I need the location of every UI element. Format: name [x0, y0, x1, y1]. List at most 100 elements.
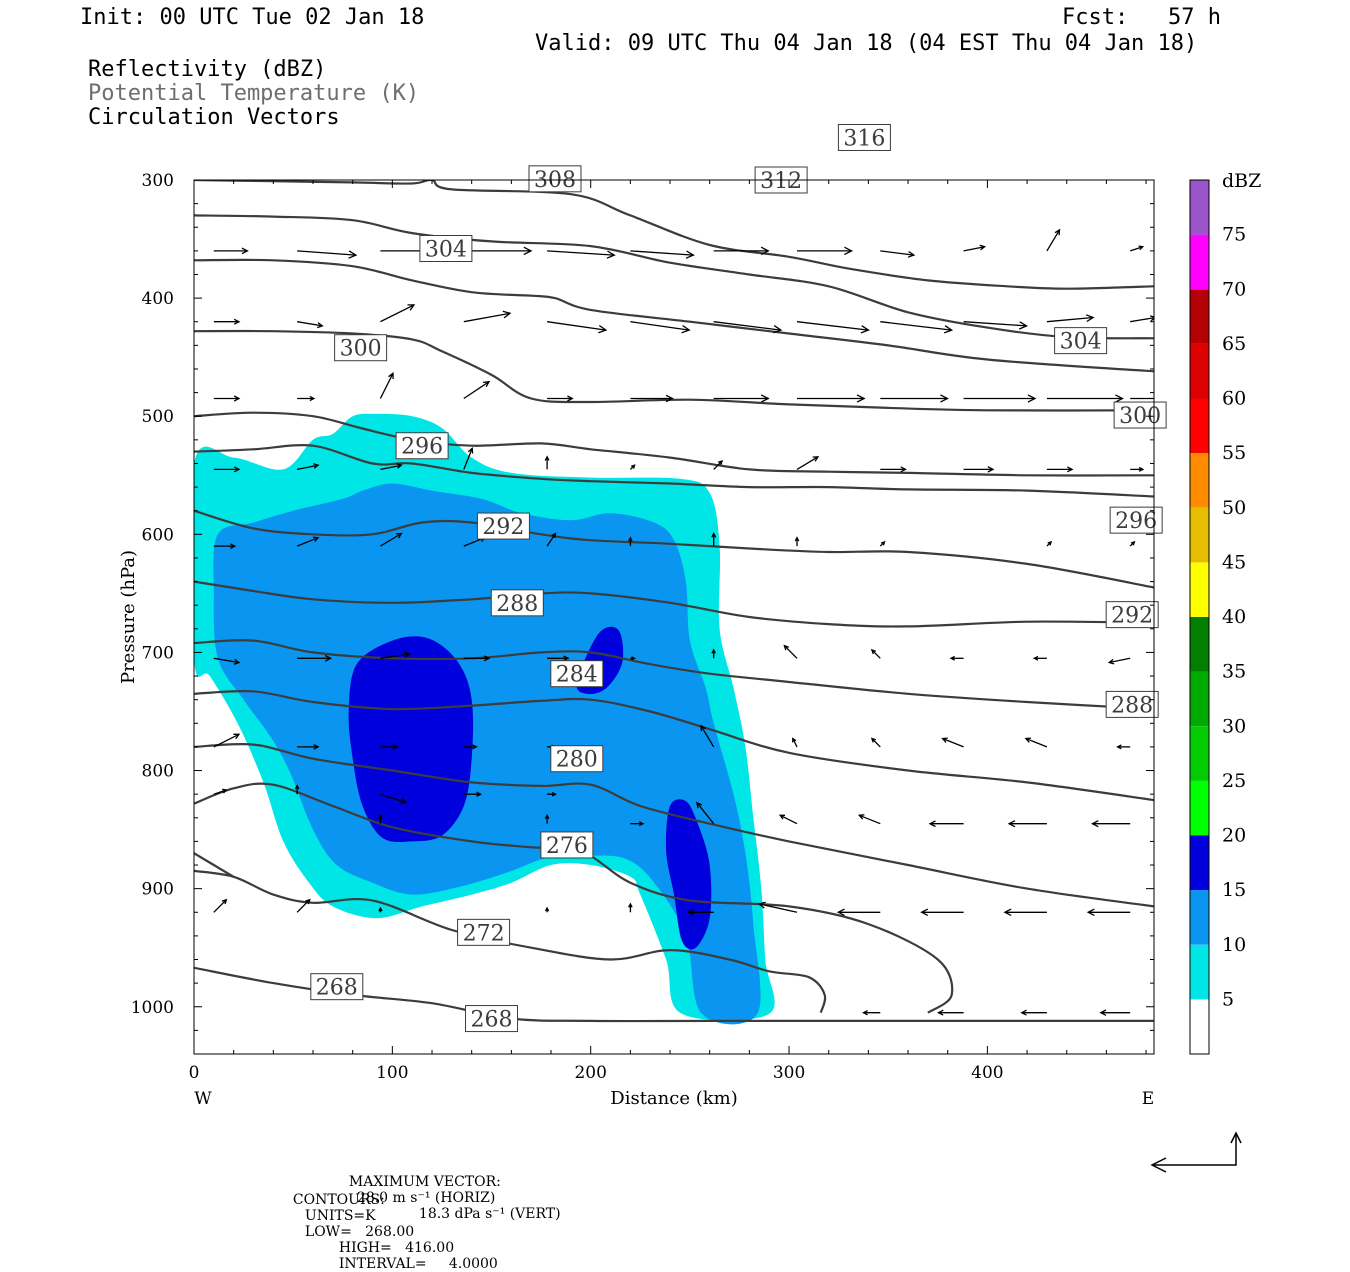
theta-contour-280: [194, 742, 1154, 908]
circulation-vector: [1129, 245, 1145, 252]
circulation-vector: [1107, 657, 1131, 665]
circulation-vector: [1130, 466, 1145, 472]
theta-contour-312: [194, 214, 1154, 340]
svg-text:296: 296: [1115, 509, 1157, 534]
circulation-vector: [870, 648, 881, 659]
svg-text:268: 268: [471, 1008, 513, 1033]
circulation-vector: [1099, 1009, 1131, 1016]
circulation-vector: [380, 651, 412, 659]
y-tick-label: 900: [142, 880, 174, 900]
colorbar-label-35: 35: [1222, 661, 1246, 683]
circulation-vector: [778, 814, 798, 825]
colorbar-swatch-55: [1190, 398, 1209, 454]
colorbar-swatch-30: [1190, 671, 1209, 727]
theta-contour-272: [194, 869, 827, 1014]
circulation-vector: [547, 395, 574, 402]
circulation-vector: [711, 532, 717, 547]
y-tick-label: 800: [142, 762, 174, 782]
reflectivity-layer: [194, 413, 775, 1025]
circulation-vector: [949, 655, 964, 661]
colorbar-label-70: 70: [1222, 278, 1246, 300]
x-east-label: E: [1142, 1089, 1154, 1109]
circulation-vector: [796, 456, 820, 470]
theta-contour-layer: [194, 180, 1154, 1023]
circulation-vector: [1130, 397, 1154, 400]
circulation-vector: [463, 310, 512, 323]
circulation-vector: [879, 540, 886, 547]
theta-contour-272: [194, 852, 235, 878]
svg-text:292: 292: [482, 515, 524, 540]
init-time: Init: 00 UTC Tue 02 Jan 18: [80, 5, 425, 30]
circulation-vector: [862, 1010, 881, 1016]
circulation-vector: [836, 908, 881, 916]
colorbar-label-5: 5: [1222, 988, 1234, 1010]
svg-text:300: 300: [340, 337, 382, 362]
colorbar-frame: [1189, 179, 1210, 1055]
circulation-vector: [1046, 394, 1124, 403]
colorbar-label-20: 20: [1222, 825, 1246, 847]
circulation-vector: [713, 460, 724, 470]
contour-label-296: 296: [395, 432, 449, 460]
circulation-vector: [963, 394, 1037, 403]
svg-text:316: 316: [843, 126, 885, 151]
contour-label-304: 304: [1054, 327, 1108, 355]
circulation-vector: [713, 321, 783, 334]
circulation-vector: [547, 250, 616, 259]
circulation-vector: [880, 250, 916, 258]
y-axis-title: Pressure (hPa): [118, 550, 139, 684]
field-circulation-vectors: Circulation Vectors: [88, 105, 340, 130]
circulation-vector: [547, 321, 608, 334]
contour-label-280: 280: [550, 745, 604, 773]
circulation-vector: [213, 395, 241, 402]
circulation-vector: [963, 321, 1029, 330]
svg-text:288: 288: [1111, 693, 1153, 718]
circulation-vector: [546, 532, 557, 547]
svg-text:292: 292: [1111, 604, 1153, 629]
circulation-vector: [630, 656, 637, 661]
colorbar-label-25: 25: [1222, 770, 1246, 792]
circulation-vector: [213, 733, 241, 748]
circulation-vector: [463, 447, 474, 470]
svg-text:312: 312: [760, 169, 802, 194]
y-tick-label: 700: [142, 643, 174, 663]
circulation-vector: [880, 394, 949, 403]
circulation-vector: [630, 321, 691, 334]
svg-text:300: 300: [1119, 404, 1161, 429]
circulation-vector: [920, 908, 964, 916]
circulation-vector: [1020, 1009, 1047, 1016]
theta-contour-308: [194, 258, 1154, 373]
circulation-vector: [380, 532, 403, 547]
circulation-vector: [713, 246, 770, 256]
circulation-vector: [687, 909, 714, 916]
circulation-vector: [630, 250, 695, 259]
circulation-vector: [936, 1009, 964, 1016]
circulation-vector: [378, 906, 383, 913]
circulation-vector: [1116, 744, 1131, 750]
contour-label-288: 288: [1105, 690, 1159, 718]
contour-label-288: 288: [490, 589, 544, 617]
circulation-vector: [796, 321, 870, 334]
y-tick-label: 500: [142, 407, 174, 427]
svg-text:276: 276: [546, 834, 588, 859]
theta-contour-296: [194, 509, 1154, 589]
contour-label-268: 268: [310, 973, 364, 1001]
circulation-vector: [213, 318, 241, 325]
colorbar-label-15: 15: [1222, 879, 1246, 901]
circulation-vector: [296, 463, 320, 471]
svg-text:288: 288: [496, 592, 538, 617]
field-potential-temperature: Potential Temperature (K): [88, 81, 420, 106]
circulation-vector: [380, 463, 403, 471]
circulation-vector: [213, 543, 237, 549]
colorbar-label-45: 45: [1222, 551, 1246, 573]
circulation-vector: [1130, 315, 1154, 323]
reflectivity-region-15dbz: [348, 636, 474, 843]
circulation-vector: [963, 466, 995, 473]
circulation-vector: [870, 737, 881, 748]
y-tick-label: 1000: [131, 998, 174, 1018]
colorbar-label-50: 50: [1222, 497, 1246, 519]
contour-label-292: 292: [476, 512, 530, 540]
colorbar-label-65: 65: [1222, 333, 1246, 355]
circulation-vector: [213, 466, 241, 473]
contours-interval: INTERVAL= 4.0000: [338, 1256, 498, 1272]
colorbar-swatch-70: [1190, 234, 1209, 290]
